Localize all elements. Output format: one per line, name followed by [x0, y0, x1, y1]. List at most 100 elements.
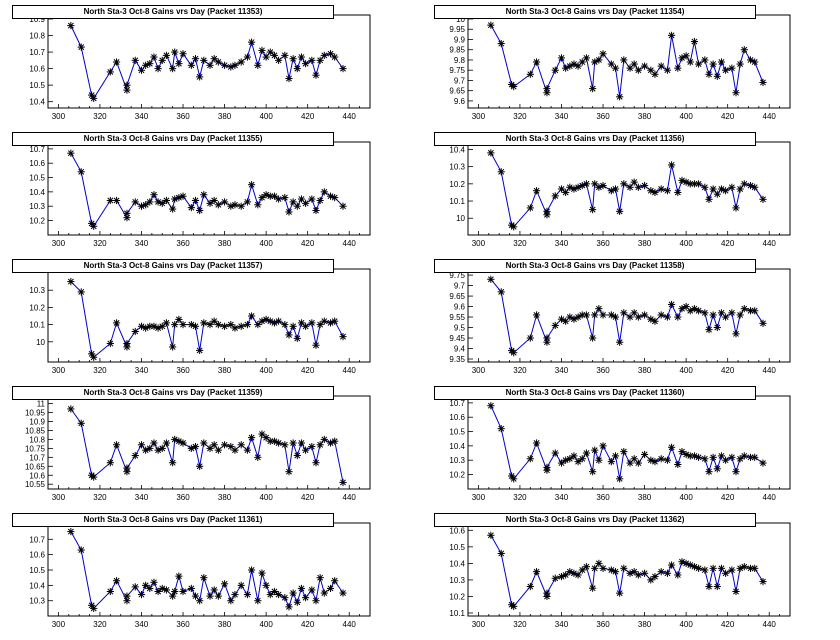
- data-point: [196, 462, 204, 470]
- series-line: [490, 24, 764, 97]
- data-point: [206, 321, 214, 329]
- data-point: [728, 183, 736, 191]
- data-point: [179, 587, 187, 596]
- data-point: [582, 54, 591, 62]
- data-point: [262, 434, 270, 442]
- data-point: [634, 459, 642, 467]
- y-tick-label: 10.5: [449, 543, 465, 552]
- x-tick-label: 360: [596, 112, 610, 121]
- data-point: [510, 82, 518, 91]
- data-point: [728, 566, 736, 574]
- data-point: [497, 168, 505, 176]
- data-point: [220, 441, 229, 449]
- data-point: [179, 321, 187, 329]
- data-point: [694, 60, 703, 68]
- data-point: [591, 311, 599, 319]
- data-point: [77, 168, 85, 176]
- y-tick-label: 9.6: [454, 97, 466, 106]
- data-point: [231, 324, 239, 332]
- data-point: [243, 53, 252, 61]
- y-tick-label: 10.3: [449, 576, 465, 585]
- x-tick-label: 420: [721, 112, 735, 121]
- y-tick-label: 9.65: [449, 292, 465, 301]
- data-point: [320, 317, 328, 325]
- data-point: [67, 528, 75, 536]
- y-tick-label: 10.4: [29, 98, 45, 107]
- data-point: [551, 449, 559, 457]
- data-point: [607, 458, 615, 466]
- data-point: [701, 309, 709, 317]
- data-point: [497, 39, 505, 48]
- y-tick-label: 10.3: [29, 597, 45, 606]
- data-point: [312, 597, 320, 605]
- x-tick-label: 400: [679, 112, 693, 121]
- chart-panel: 300 320 340 360 380 400 420 440 10.1 10.2 10.3 10.4…: [420, 513, 840, 635]
- data-point: [694, 180, 703, 188]
- data-point: [722, 456, 730, 464]
- data-point: [717, 564, 726, 572]
- data-point: [595, 56, 603, 64]
- data-point: [339, 589, 347, 597]
- data-point: [709, 60, 717, 68]
- data-point: [620, 564, 628, 572]
- x-tick-label: 400: [259, 620, 273, 629]
- y-tick-label: 10.6: [29, 471, 45, 480]
- data-point: [171, 48, 179, 56]
- x-tick-label: 400: [679, 239, 693, 248]
- data-point: [751, 453, 759, 461]
- data-point: [543, 334, 551, 342]
- data-point: [510, 223, 518, 231]
- data-point: [162, 196, 171, 205]
- data-point: [566, 62, 574, 70]
- data-point: [634, 313, 642, 321]
- y-tick-label: 10.55: [25, 480, 46, 489]
- y-tick-label: 9.85: [449, 46, 465, 55]
- data-point: [732, 204, 740, 212]
- y-tick-label: 10.7: [29, 145, 45, 154]
- data-point: [578, 455, 586, 463]
- x-tick-label: 300: [472, 366, 486, 375]
- data-point: [722, 187, 730, 195]
- data-point: [611, 313, 620, 321]
- chart-title: North Sta-3 Oct-8 Gains vrs Day (Packet …: [434, 5, 756, 19]
- x-tick-label: 380: [218, 620, 232, 629]
- data-point: [574, 571, 582, 579]
- y-tick-label: 9.7: [454, 76, 466, 85]
- data-point: [106, 196, 114, 205]
- data-point: [206, 61, 214, 69]
- data-point: [607, 311, 615, 319]
- data-point: [595, 305, 603, 313]
- data-point: [759, 195, 767, 203]
- data-point: [123, 81, 131, 89]
- data-point: [254, 597, 262, 605]
- data-point: [694, 453, 703, 461]
- data-point: [274, 56, 283, 64]
- x-tick-label: 300: [52, 239, 66, 248]
- data-point: [616, 338, 624, 346]
- data-point: [285, 74, 293, 83]
- data-point: [90, 94, 98, 102]
- data-point: [526, 582, 534, 591]
- data-point: [171, 587, 179, 596]
- data-point: [179, 192, 187, 200]
- chart-svg: 300 320 340 360 380 400 420 4409.69.659.79.759.…: [449, 14, 791, 121]
- data-point: [316, 441, 324, 449]
- data-point: [112, 319, 121, 327]
- x-tick-label: 440: [343, 112, 357, 121]
- x-tick-label: 340: [555, 112, 569, 121]
- data-point: [281, 194, 289, 202]
- y-tick-label: 9.7: [454, 282, 466, 291]
- data-point: [191, 442, 200, 451]
- data-point: [150, 53, 158, 61]
- x-tick-label: 360: [596, 493, 610, 502]
- data-point: [591, 564, 599, 572]
- x-tick-label: 360: [176, 112, 190, 121]
- data-point: [123, 592, 131, 600]
- data-point: [543, 589, 551, 597]
- data-point: [526, 204, 534, 212]
- data-point: [557, 54, 566, 62]
- data-point: [112, 196, 121, 205]
- data-point: [237, 58, 245, 66]
- data-point: [640, 569, 649, 577]
- data-point: [247, 312, 256, 320]
